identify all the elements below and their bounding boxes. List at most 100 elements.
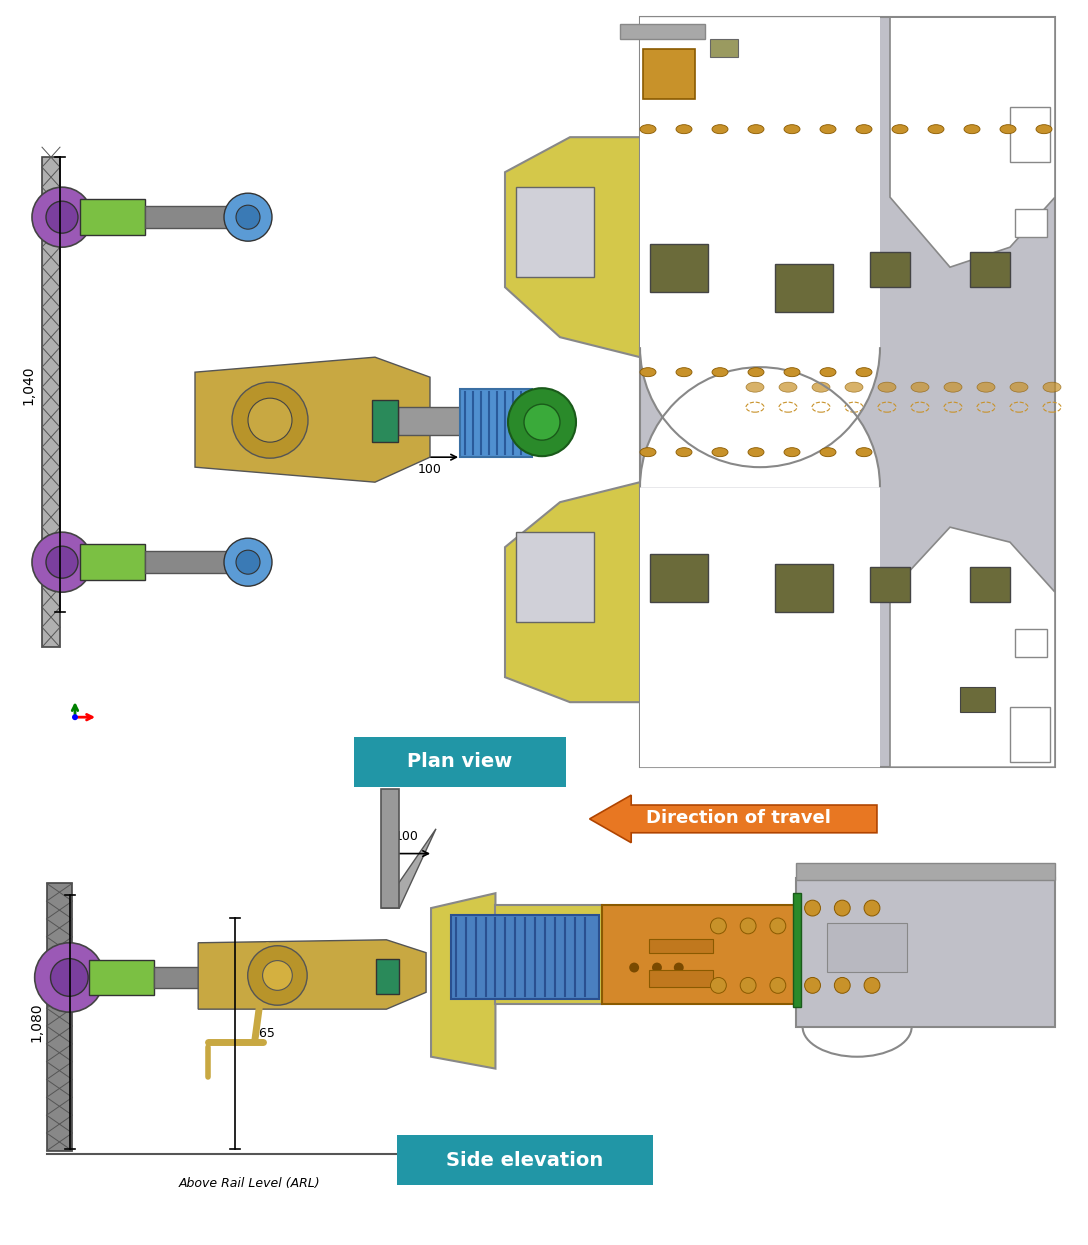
Circle shape — [805, 900, 820, 916]
Bar — [650, 244, 708, 293]
Ellipse shape — [749, 448, 764, 457]
Circle shape — [740, 977, 756, 994]
Ellipse shape — [977, 382, 996, 392]
Bar — [650, 939, 714, 952]
Ellipse shape — [1043, 382, 1061, 392]
Circle shape — [46, 202, 78, 233]
Ellipse shape — [911, 382, 929, 392]
Bar — [960, 687, 996, 712]
Bar — [47, 883, 72, 1150]
Polygon shape — [890, 17, 1055, 268]
Polygon shape — [890, 527, 1055, 767]
Polygon shape — [431, 893, 495, 1068]
Bar — [375, 959, 399, 995]
Circle shape — [834, 977, 850, 994]
Circle shape — [262, 961, 293, 990]
Polygon shape — [198, 940, 426, 1010]
Text: Plan view: Plan view — [407, 752, 512, 772]
Bar — [775, 264, 833, 312]
Text: Side elevation: Side elevation — [446, 1150, 604, 1170]
Ellipse shape — [712, 124, 728, 133]
Ellipse shape — [640, 124, 656, 133]
Bar — [382, 789, 399, 908]
Text: 1,040: 1,040 — [21, 366, 35, 405]
Polygon shape — [505, 137, 640, 357]
Bar — [603, 905, 795, 1005]
Bar — [970, 568, 1010, 603]
Ellipse shape — [640, 367, 656, 377]
Bar — [640, 17, 1055, 767]
Ellipse shape — [1036, 124, 1052, 133]
Bar — [145, 207, 235, 228]
Circle shape — [652, 962, 662, 972]
Ellipse shape — [779, 382, 798, 392]
Ellipse shape — [845, 382, 863, 392]
Circle shape — [710, 977, 727, 994]
Circle shape — [805, 977, 820, 994]
Text: 1,080: 1,080 — [29, 1002, 44, 1042]
Circle shape — [236, 205, 260, 229]
Bar — [81, 199, 145, 235]
Polygon shape — [640, 17, 880, 467]
Bar — [827, 923, 906, 972]
Bar — [153, 966, 227, 989]
Circle shape — [224, 193, 272, 242]
Ellipse shape — [820, 448, 836, 457]
Bar — [795, 863, 1055, 880]
Bar — [460, 390, 532, 457]
Bar — [1010, 107, 1050, 162]
Bar — [795, 879, 1055, 1027]
Ellipse shape — [746, 382, 764, 392]
Ellipse shape — [1000, 124, 1016, 133]
Bar — [970, 253, 1010, 288]
Bar — [516, 532, 594, 622]
Bar — [643, 49, 695, 100]
Bar — [650, 554, 708, 603]
Circle shape — [248, 398, 292, 442]
Polygon shape — [382, 829, 436, 908]
Bar — [1015, 629, 1047, 657]
Ellipse shape — [856, 448, 871, 457]
Bar — [495, 905, 603, 1005]
Text: Direction of travel: Direction of travel — [646, 809, 830, 827]
Bar — [793, 893, 801, 1007]
Ellipse shape — [712, 448, 728, 457]
Circle shape — [72, 715, 78, 720]
Ellipse shape — [676, 124, 692, 133]
Circle shape — [46, 547, 78, 578]
Bar — [81, 544, 145, 580]
Circle shape — [710, 918, 727, 934]
Bar — [1010, 707, 1050, 762]
Bar — [710, 39, 738, 57]
Circle shape — [629, 962, 639, 972]
Ellipse shape — [812, 382, 830, 392]
Bar — [870, 253, 910, 288]
Circle shape — [236, 550, 260, 574]
Text: 100: 100 — [394, 830, 418, 843]
Polygon shape — [195, 357, 430, 482]
Circle shape — [32, 187, 92, 248]
Text: 865: 865 — [250, 1027, 274, 1041]
Circle shape — [770, 918, 786, 934]
Ellipse shape — [749, 124, 764, 133]
Bar — [516, 187, 594, 278]
Ellipse shape — [1010, 382, 1028, 392]
Circle shape — [673, 962, 683, 972]
Polygon shape — [640, 367, 880, 767]
Ellipse shape — [712, 367, 728, 377]
Ellipse shape — [784, 124, 800, 133]
Ellipse shape — [820, 367, 836, 377]
Circle shape — [770, 977, 786, 994]
Bar — [1015, 209, 1047, 238]
Circle shape — [248, 946, 307, 1005]
Ellipse shape — [944, 382, 962, 392]
Polygon shape — [505, 482, 640, 702]
Circle shape — [232, 382, 308, 458]
Circle shape — [524, 405, 560, 441]
Ellipse shape — [928, 124, 944, 133]
Ellipse shape — [964, 124, 980, 133]
Circle shape — [508, 388, 576, 456]
Bar — [620, 24, 705, 39]
Ellipse shape — [784, 367, 800, 377]
Bar — [372, 400, 398, 442]
